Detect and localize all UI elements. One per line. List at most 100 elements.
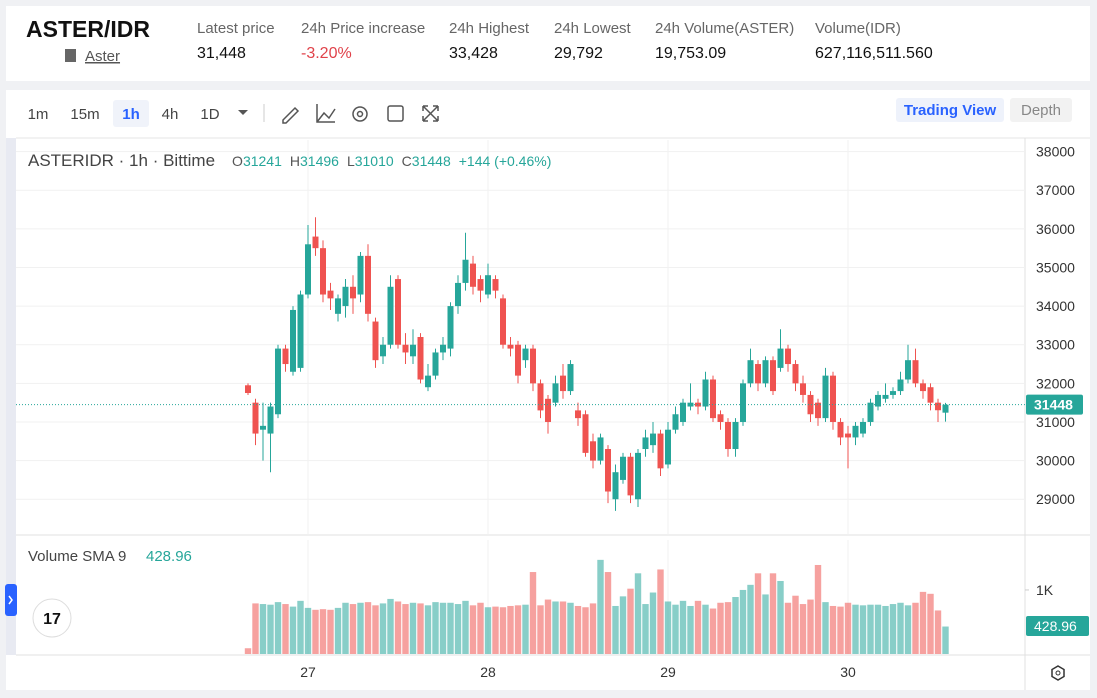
volume-legend-value: 428.96	[146, 548, 192, 565]
volume-tick-label: 1K	[1036, 582, 1054, 598]
volume-bar	[259, 604, 267, 654]
volume-bar	[709, 608, 717, 654]
volume-tag-label: 428.96	[1034, 618, 1077, 634]
volume-bar	[537, 605, 544, 654]
volume-bar	[582, 607, 589, 654]
y-tick-label: 36000	[1036, 221, 1075, 237]
candle-body	[815, 402, 821, 419]
volume-bar	[439, 602, 447, 654]
view-bg	[1010, 98, 1072, 122]
settings-icon-core	[356, 110, 364, 118]
volume-bar	[507, 605, 514, 654]
volume-bar	[597, 559, 604, 654]
volume-bar	[859, 605, 867, 654]
volume-bar	[612, 605, 619, 654]
volume-bar	[927, 593, 934, 654]
candle-body	[500, 298, 506, 345]
volume-bar	[642, 604, 649, 654]
stat-value: 627,116,511.560	[815, 45, 933, 62]
view-tab[interactable]: Depth	[1021, 102, 1061, 119]
stat-value: 31,448	[197, 45, 246, 62]
candle-body	[297, 294, 304, 368]
header-card	[6, 6, 1090, 81]
candle-body	[650, 433, 656, 446]
candle-body	[560, 375, 566, 392]
candle-body	[762, 360, 769, 384]
volume-bar	[357, 602, 364, 654]
ohlc-key: L	[347, 153, 355, 169]
candle-body	[822, 375, 829, 419]
stat-value: 29,792	[554, 45, 603, 62]
draw-icon[interactable]	[282, 106, 300, 124]
y-tick-label: 31000	[1036, 414, 1075, 430]
volume-bar	[499, 607, 507, 654]
volume-bar	[559, 601, 567, 654]
volume-bar	[792, 595, 799, 654]
candle-body	[800, 383, 806, 395]
volume-bar	[844, 602, 852, 654]
tv-logo[interactable]	[32, 598, 72, 638]
view-active-bg	[896, 98, 1004, 122]
dropdown-icon[interactable]	[238, 110, 248, 115]
interval-button[interactable]: 4h	[162, 106, 179, 123]
candle-body	[417, 337, 424, 380]
candle-body	[530, 348, 536, 384]
volume-bar	[649, 592, 657, 654]
volume-bar	[289, 606, 297, 654]
volume-bar	[319, 609, 327, 654]
candle-body	[575, 410, 581, 419]
indicator-icon[interactable]	[316, 104, 336, 123]
volume-bar	[814, 564, 822, 654]
settings-hex[interactable]	[1051, 665, 1065, 681]
book-icon	[65, 49, 76, 62]
interval-button[interactable]: 1m	[28, 106, 49, 123]
volume-bar	[492, 606, 499, 654]
volume-bar	[387, 598, 394, 654]
candle-body	[537, 383, 544, 411]
volume-bar	[934, 610, 942, 654]
candle-body	[590, 441, 596, 461]
volume-bar	[417, 603, 424, 654]
volume-bar	[829, 605, 837, 654]
collapse-handle[interactable]	[5, 584, 17, 616]
interval-button[interactable]: 15m	[70, 106, 99, 123]
candle-body	[357, 255, 364, 295]
volume-bar	[769, 573, 777, 654]
candle-body	[897, 379, 904, 392]
stat-label: 24h Price increase	[301, 20, 425, 37]
x-tick-label: 27	[300, 664, 316, 680]
candle-body	[770, 360, 776, 392]
volume-bar	[889, 604, 897, 654]
volume-bar	[364, 602, 372, 654]
volume-bar	[874, 604, 882, 654]
legend-title: ASTERIDR · 1h · Bittime	[28, 151, 215, 170]
settings-icon[interactable]	[352, 106, 368, 122]
view-tab[interactable]: Trading View	[904, 102, 997, 119]
y-tick-label: 30000	[1036, 453, 1075, 469]
candle-body	[875, 394, 881, 407]
interval-button[interactable]: 1D	[200, 106, 219, 123]
volume-bar	[852, 604, 859, 654]
volume-bar	[402, 604, 409, 654]
save-icon[interactable]	[387, 105, 404, 122]
volume-bar	[717, 602, 724, 654]
fullscreen-icon[interactable]	[422, 105, 439, 122]
y-tick-label: 29000	[1036, 491, 1075, 507]
candle-body	[260, 425, 266, 430]
x-tick-label: 28	[480, 664, 496, 680]
volume-bar	[282, 604, 289, 654]
symbol-link[interactable]: Aster	[85, 48, 120, 65]
stat-value: 19,753.09	[655, 45, 726, 62]
candle-body	[455, 282, 461, 307]
volume-bar	[754, 573, 762, 654]
volume-bar	[904, 605, 912, 654]
interval-active-bg	[113, 100, 149, 127]
ohlc-value: 31010	[355, 153, 394, 169]
candle-body	[657, 433, 664, 469]
volume-bar	[807, 599, 814, 654]
candle-body	[912, 360, 919, 384]
candle-body	[665, 429, 671, 465]
stat-value: -3.20%	[301, 45, 352, 62]
interval-button[interactable]: 1h	[122, 106, 140, 123]
volume-bar	[447, 602, 454, 654]
